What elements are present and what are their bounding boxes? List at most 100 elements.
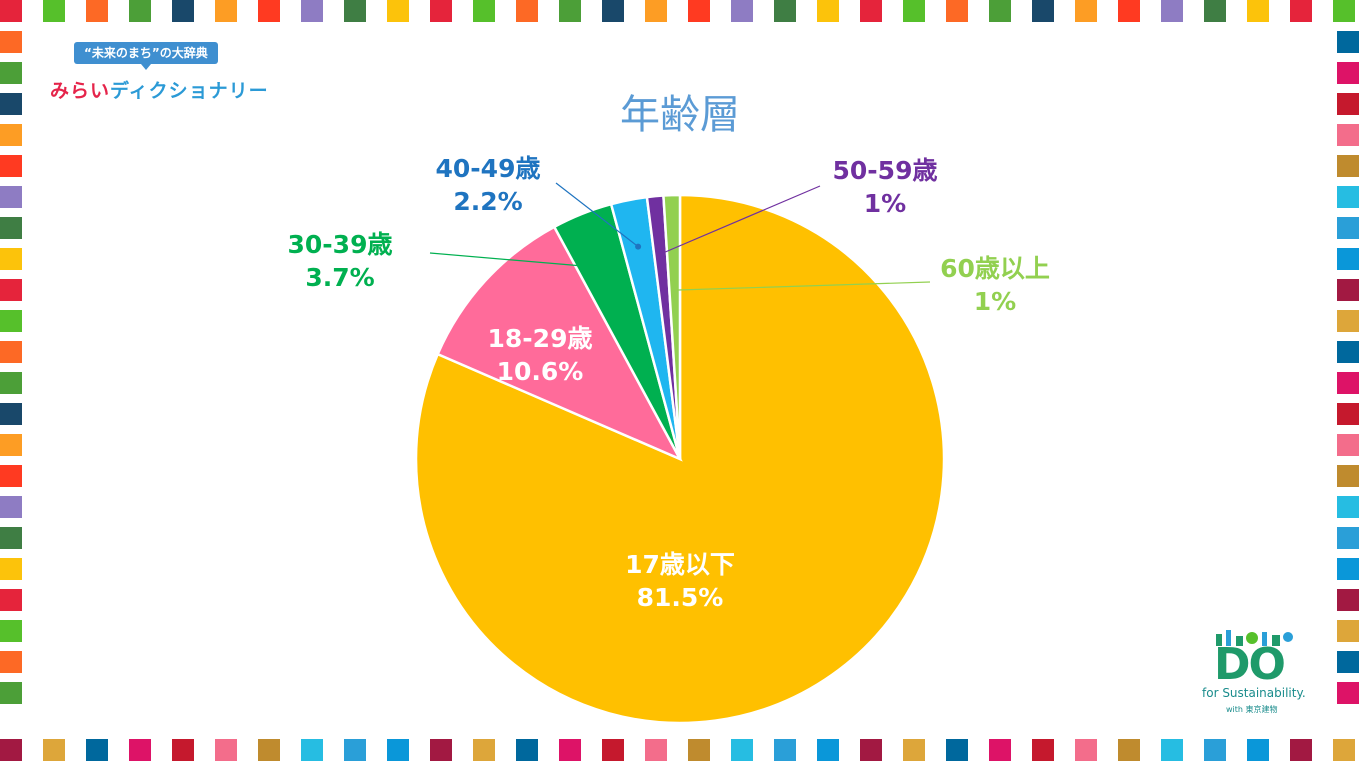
- border-square: [1161, 0, 1183, 22]
- border-square: [430, 739, 452, 761]
- pie-slice: [662, 193, 682, 460]
- border-square: [1204, 739, 1226, 761]
- border-square: [559, 739, 581, 761]
- border-square: [1075, 739, 1097, 761]
- border-square: [645, 739, 667, 761]
- border-square: [344, 0, 366, 22]
- border-square: [0, 93, 22, 115]
- slice-label-value: 1%: [973, 287, 1017, 316]
- border-square: [0, 310, 22, 332]
- border-square: [602, 0, 624, 22]
- border-square: [215, 0, 237, 22]
- border-square: [0, 279, 22, 301]
- border-square: [473, 739, 495, 761]
- border-square: [1337, 682, 1359, 704]
- border-square: [1337, 124, 1359, 146]
- slice-label-name: 60歳以上: [940, 254, 1050, 283]
- border-square: [0, 341, 22, 363]
- border-square: [43, 739, 65, 761]
- border-square: [0, 403, 22, 425]
- border-square: [0, 62, 22, 84]
- do-tagline: for Sustainability.: [1202, 686, 1306, 700]
- border-square: [0, 0, 22, 22]
- border-square: [0, 527, 22, 549]
- border-square: [1337, 310, 1359, 332]
- border-square: [688, 0, 710, 22]
- leader-dot: [657, 250, 664, 257]
- slice-label-40-49: 40-49歳 2.2%: [413, 152, 563, 218]
- border-square: [1032, 0, 1054, 22]
- border-square: [1337, 527, 1359, 549]
- city-skyline-icon: [1216, 630, 1293, 646]
- border-square: [1337, 248, 1359, 270]
- slice-label-60-over: 60歳以上 1%: [920, 252, 1070, 318]
- border-square: [645, 0, 667, 22]
- border-square: [817, 0, 839, 22]
- border-square: [301, 739, 323, 761]
- slice-label-17-under: 17歳以下 81.5%: [605, 548, 755, 614]
- leader-line: [555, 182, 639, 248]
- border-square: [989, 0, 1011, 22]
- border-square: [1204, 0, 1226, 22]
- border-square: [215, 739, 237, 761]
- leader-dot: [671, 287, 678, 294]
- border-square: [1290, 0, 1312, 22]
- border-square: [1290, 739, 1312, 761]
- border-square: [860, 0, 882, 22]
- leader-dot: [635, 243, 642, 250]
- border-square: [0, 372, 22, 394]
- do-for-sustainability-logo: DO for Sustainability. with 東京建物: [1196, 628, 1322, 728]
- border-square: [258, 0, 280, 22]
- border-square: [1118, 0, 1140, 22]
- border-square: [0, 155, 22, 177]
- border-square: [0, 651, 22, 673]
- border-square: [946, 0, 968, 22]
- border-square: [559, 0, 581, 22]
- border-square: [430, 0, 452, 22]
- slice-label-30-39: 30-39歳 3.7%: [265, 228, 415, 294]
- logo-tagline: “未来のまち”の大辞典: [74, 42, 218, 70]
- logo-name: みらいディクショナリー: [50, 76, 269, 103]
- border-square: [1337, 155, 1359, 177]
- border-square: [1032, 739, 1054, 761]
- border-square: [86, 739, 108, 761]
- border-square: [1337, 589, 1359, 611]
- leader-line: [429, 252, 604, 269]
- chart-title: 年齢層: [620, 92, 740, 138]
- border-square: [860, 739, 882, 761]
- border-square: [1118, 739, 1140, 761]
- border-square: [1337, 341, 1359, 363]
- border-square: [0, 682, 22, 704]
- border-square: [0, 465, 22, 487]
- border-square: [172, 739, 194, 761]
- border-square: [1337, 403, 1359, 425]
- border-square: [473, 0, 495, 22]
- border-square: [0, 558, 22, 580]
- border-square: [0, 739, 22, 761]
- do-brand: DO: [1214, 639, 1286, 690]
- border-square: [129, 739, 151, 761]
- border-square: [1075, 0, 1097, 22]
- slice-label-name: 17歳以下: [625, 550, 735, 579]
- border-square: [387, 739, 409, 761]
- border-square: [1161, 739, 1183, 761]
- border-square: [172, 0, 194, 22]
- logo-name-part2: ディクショナリー: [110, 80, 269, 102]
- pie-slice: [436, 225, 683, 462]
- border-square: [0, 434, 22, 456]
- border-square: [516, 739, 538, 761]
- leader-line: [674, 281, 931, 291]
- border-square: [1247, 739, 1269, 761]
- border-square: [1337, 558, 1359, 580]
- slice-label-name: 30-39歳: [287, 230, 393, 259]
- border-square: [258, 739, 280, 761]
- border-square: [1337, 62, 1359, 84]
- slice-label-18-29: 18-29歳 10.6%: [465, 322, 615, 388]
- border-square: [0, 620, 22, 642]
- logo-name-part1: みらい: [50, 80, 111, 102]
- pie-slice: [414, 193, 946, 725]
- border-square: [129, 0, 151, 22]
- slice-label-name: 50-59歳: [832, 156, 938, 185]
